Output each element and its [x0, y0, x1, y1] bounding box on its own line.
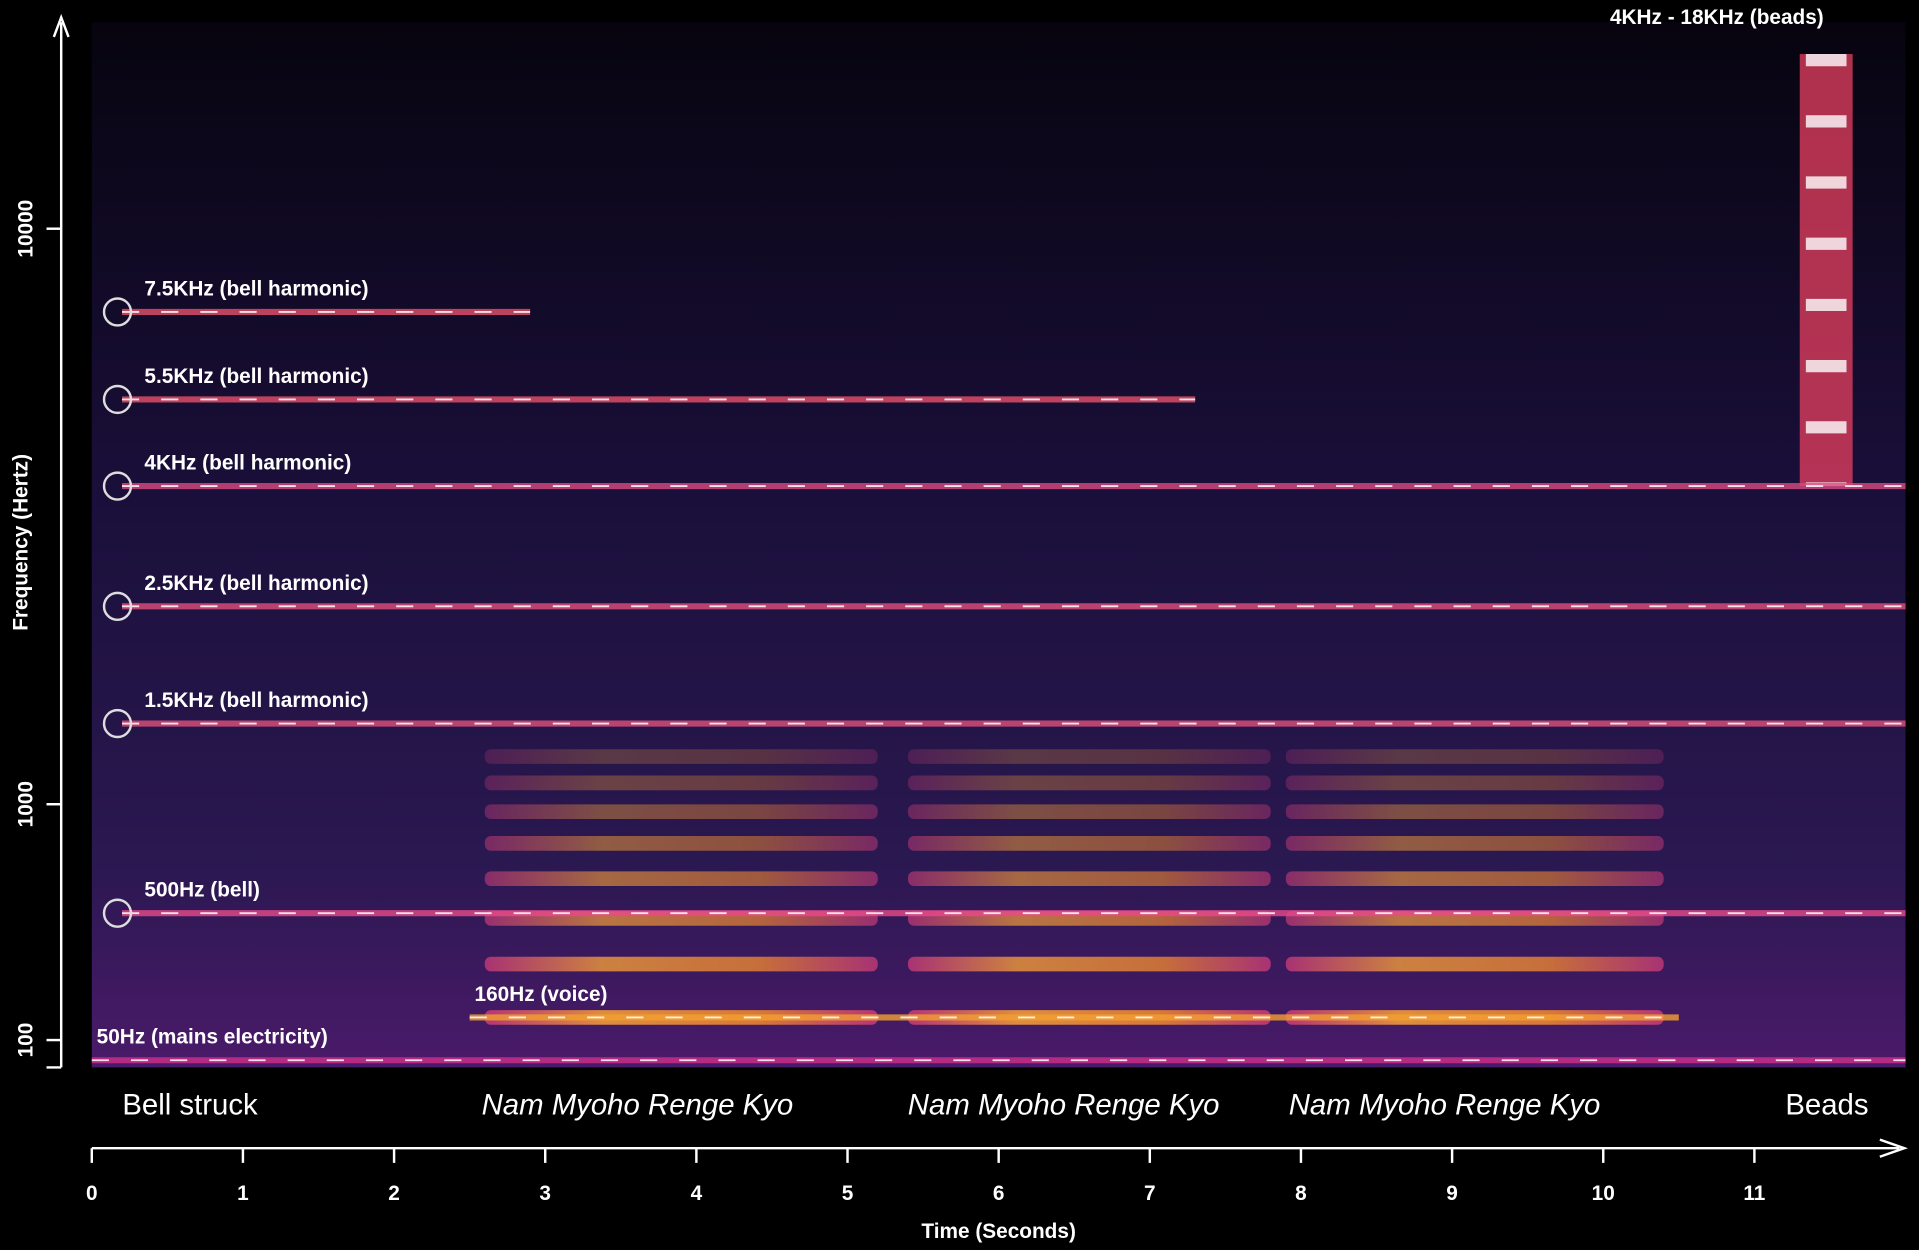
- voice-harmonic: [1286, 804, 1664, 819]
- voice-harmonic: [908, 836, 1271, 851]
- harmonic-label: 2.5KHz (bell harmonic): [144, 572, 368, 595]
- voice-harmonic: [1286, 871, 1664, 886]
- chart: Frequency (Hertz) Time (Seconds) 1001000…: [0, 0, 1919, 1250]
- y-tick-label: 10000: [14, 200, 37, 258]
- harmonic-label: 50Hz (mains electricity): [97, 1026, 328, 1049]
- harmonic-label: 5.5KHz (bell harmonic): [144, 365, 368, 388]
- voice-harmonic: [1286, 749, 1664, 764]
- y-tick-label: 1000: [14, 781, 37, 827]
- x-tick-label: 5: [842, 1182, 854, 1205]
- voice-harmonic: [908, 749, 1271, 764]
- x-tick-label: 3: [539, 1182, 551, 1205]
- x-tick-label: 4: [691, 1182, 703, 1205]
- x-axis-label: Time (Seconds): [921, 1220, 1075, 1243]
- voice-harmonic: [1286, 776, 1664, 791]
- y-axis: [47, 17, 69, 1067]
- y-tick-label: 100: [14, 1023, 37, 1058]
- voice-harmonic: [1286, 836, 1664, 851]
- voice-harmonic: [485, 804, 878, 819]
- voice-harmonic: [908, 776, 1271, 791]
- x-tick-label: 2: [388, 1182, 400, 1205]
- x-tick-label: 9: [1446, 1182, 1458, 1205]
- voice-harmonic: [485, 957, 878, 972]
- section-label: Bell struck: [122, 1088, 258, 1121]
- beads-label: 4KHz - 18KHz (beads): [1610, 6, 1824, 29]
- voice-harmonic: [1286, 957, 1664, 972]
- section-label: Nam Myoho Renge Kyo: [482, 1088, 794, 1121]
- x-tick-label: 1: [237, 1182, 249, 1205]
- section-label: Nam Myoho Renge Kyo: [908, 1088, 1220, 1121]
- x-tick-label: 10: [1592, 1182, 1615, 1205]
- section-label: Beads: [1785, 1088, 1868, 1121]
- voice-harmonic: [908, 957, 1271, 972]
- x-tick-label: 7: [1144, 1182, 1156, 1205]
- voice-harmonic: [485, 871, 878, 886]
- x-tick-label: 11: [1743, 1182, 1765, 1205]
- harmonic-label: 7.5KHz (bell harmonic): [144, 277, 368, 300]
- voice-harmonic: [485, 836, 878, 851]
- harmonic-label: 160Hz (voice): [475, 983, 608, 1006]
- x-tick-label: 6: [993, 1182, 1005, 1205]
- y-axis-label: Frequency (Hertz): [10, 454, 33, 631]
- harmonic-label: 4KHz (bell harmonic): [144, 452, 351, 475]
- x-tick-label: 0: [86, 1182, 98, 1205]
- harmonic-label: 1.5KHz (bell harmonic): [144, 689, 368, 712]
- harmonic-label: 500Hz (bell): [144, 879, 260, 902]
- voice-harmonic: [485, 749, 878, 764]
- voice-harmonic: [908, 804, 1271, 819]
- x-tick-label: 8: [1295, 1182, 1307, 1205]
- section-label: Nam Myoho Renge Kyo: [1289, 1088, 1601, 1121]
- voice-harmonic: [485, 776, 878, 791]
- voice-harmonic: [908, 871, 1271, 886]
